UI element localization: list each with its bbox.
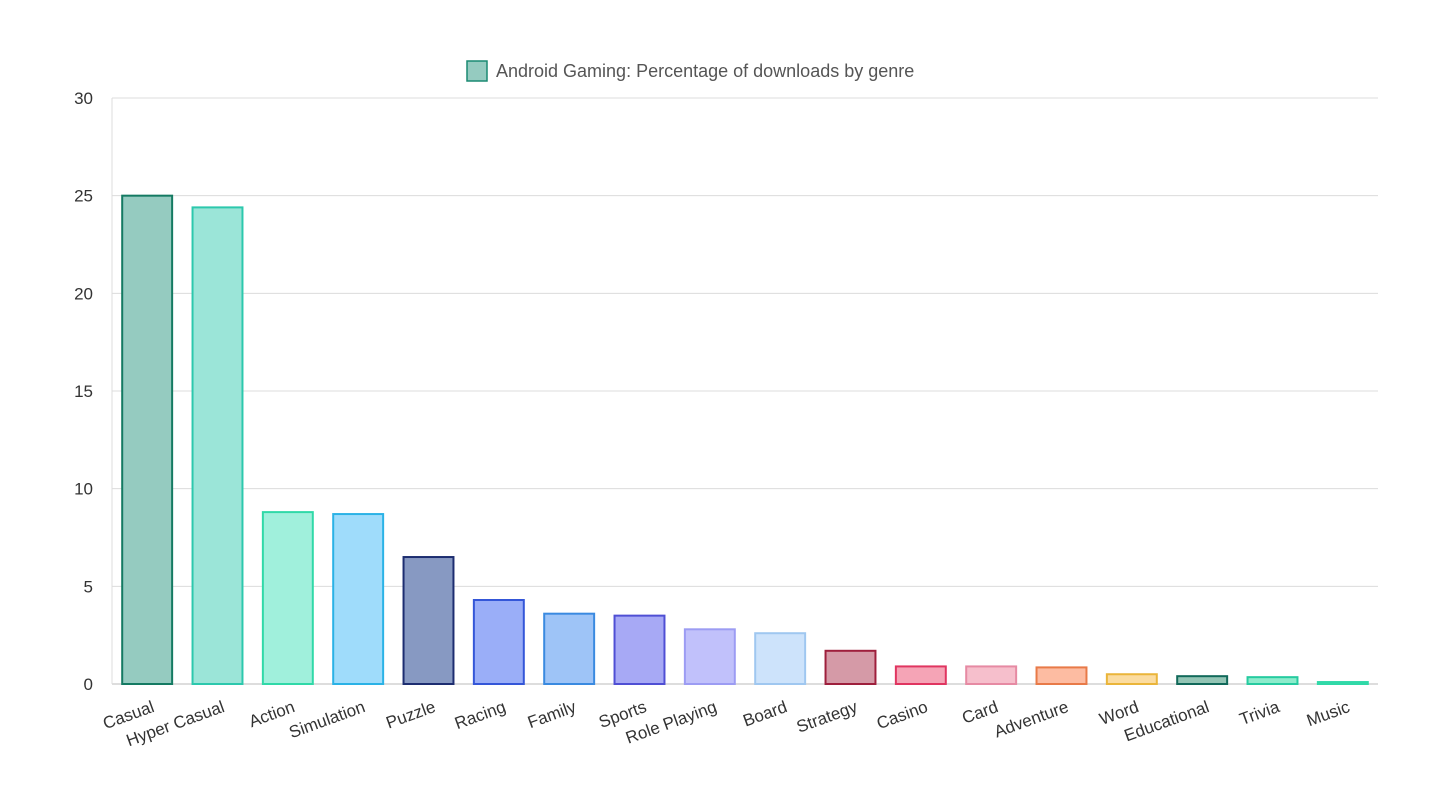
x-tick-label: Casino <box>874 697 930 733</box>
bar[interactable] <box>121 194 174 686</box>
bar[interactable] <box>1176 675 1229 685</box>
bar[interactable] <box>261 511 314 686</box>
bar[interactable] <box>332 513 385 685</box>
bar[interactable] <box>402 556 455 685</box>
x-tick-label: Music <box>1304 697 1353 730</box>
x-tick-label: Racing <box>452 697 508 733</box>
x-tick-label: Trivia <box>1237 697 1282 729</box>
legend-label[interactable]: Android Gaming: Percentage of downloads … <box>496 61 914 81</box>
bar[interactable] <box>683 628 736 685</box>
x-tick-label: Adventure <box>992 697 1071 741</box>
y-tick-label: 30 <box>74 89 93 108</box>
y-tick-label: 0 <box>84 675 93 694</box>
y-tick-label: 5 <box>84 577 93 596</box>
x-tick-label: Board <box>741 697 790 730</box>
y-tick-label: 15 <box>74 382 93 401</box>
bar[interactable] <box>472 599 525 685</box>
y-axis-ticks: 0 5 10 15 20 25 30 <box>74 89 93 694</box>
x-tick-label: Strategy <box>794 697 860 737</box>
bar[interactable] <box>191 206 244 686</box>
bar[interactable] <box>543 612 596 685</box>
bar[interactable] <box>1246 676 1299 685</box>
bar[interactable] <box>965 665 1018 685</box>
y-tick-label: 20 <box>74 284 93 303</box>
y-tick-label: 10 <box>74 480 93 499</box>
legend-swatch[interactable] <box>466 60 488 82</box>
bar[interactable] <box>824 649 877 685</box>
y-gridlines <box>111 97 1378 685</box>
bars <box>121 194 1369 686</box>
bar[interactable] <box>1105 673 1158 686</box>
bar[interactable] <box>613 614 666 686</box>
bar[interactable] <box>1316 681 1369 686</box>
x-tick-label: Family <box>525 697 579 732</box>
bar[interactable] <box>894 665 947 685</box>
x-tick-label: Simulation <box>287 697 368 742</box>
chart-legend[interactable]: Android Gaming: Percentage of downloads … <box>466 60 914 82</box>
y-tick-label: 25 <box>74 187 93 206</box>
bar[interactable] <box>754 632 807 685</box>
bar[interactable] <box>1035 666 1088 685</box>
x-tick-label: Puzzle <box>384 697 438 732</box>
